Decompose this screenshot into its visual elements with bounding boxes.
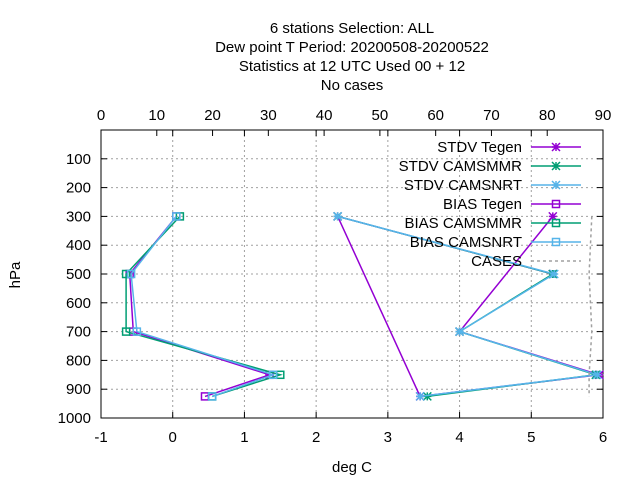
data-point-marker <box>415 391 425 401</box>
title-line-4: No cases <box>321 77 384 94</box>
title-line-2: Dew point T Period: 20200508-20200522 <box>215 39 489 56</box>
legend-label: STDV CAMSMMR <box>399 158 523 175</box>
y-tick-label: 1000 <box>58 410 91 427</box>
series-stdv-camsnrt <box>333 211 602 401</box>
x2-tick-label: 60 <box>427 107 444 124</box>
legend-label: STDV CAMSNRT <box>404 177 522 194</box>
data-point-marker <box>200 392 210 401</box>
title-line-1: 6 stations Selection: ALL <box>270 20 434 37</box>
title-line-3: Statistics at 12 UTC Used 00 + 12 <box>239 58 465 75</box>
y-tick-label: 300 <box>66 208 91 225</box>
x-tick-label: 5 <box>527 429 535 446</box>
y-tick-label: 400 <box>66 237 91 254</box>
legend-label: CASES <box>471 253 522 270</box>
legend-label: BIAS Tegen <box>443 196 522 213</box>
x2-tick-label: 50 <box>372 107 389 124</box>
data-point-marker <box>455 327 465 337</box>
data-point-marker <box>551 237 561 247</box>
x-tick-label: 3 <box>384 429 392 446</box>
y-tick-label: 600 <box>66 295 91 312</box>
legend-entry: STDV CAMSMMR <box>399 158 581 175</box>
legend-entry: CASES <box>471 253 581 270</box>
series-line <box>128 215 272 398</box>
y-tick-label: 800 <box>66 352 91 369</box>
series-bias-tegen <box>125 212 274 401</box>
y-tick-label: 900 <box>66 381 91 398</box>
x-axis-label: deg C <box>332 459 372 476</box>
y-tick-label: 700 <box>66 324 91 341</box>
x2-tick-label: 0 <box>97 107 105 124</box>
series-line <box>125 215 283 398</box>
y-axis-label: hPa <box>7 261 24 288</box>
data-point-marker <box>551 161 561 171</box>
series-line <box>130 215 276 398</box>
data-point-marker <box>121 269 131 279</box>
plot-area <box>121 211 604 401</box>
x2-tick-label: 30 <box>260 107 277 124</box>
data-point-marker <box>422 391 432 401</box>
x-tick-label: 6 <box>599 429 607 446</box>
x-tick-label: 0 <box>169 429 177 446</box>
x-tick-label: 2 <box>312 429 320 446</box>
x2-tick-label: 90 <box>595 107 612 124</box>
data-point-marker <box>551 218 561 228</box>
legend: STDV Tegen STDV CAMSMMR STDV CAMSNRT BIAS T… <box>399 139 581 270</box>
legend-entry: BIAS CAMSMMR <box>404 215 581 232</box>
x2-tick-label: 20 <box>204 107 221 124</box>
data-point-marker <box>207 392 217 401</box>
data-point-marker <box>126 269 136 279</box>
legend-entry: STDV CAMSNRT <box>404 177 581 194</box>
series-cases <box>588 216 593 397</box>
data-point-marker <box>172 212 181 221</box>
data-point-marker <box>132 327 142 336</box>
x2-tick-label: 10 <box>148 107 165 124</box>
legend-entry: BIAS CAMSNRT <box>410 234 581 251</box>
legend-label: STDV Tegen <box>437 139 522 156</box>
data-point-marker <box>549 269 559 279</box>
x2-tick-label: 80 <box>539 107 556 124</box>
legend-label: BIAS CAMSNRT <box>410 234 522 251</box>
y-tick-label: 100 <box>66 151 91 168</box>
x2-tick-label: 40 <box>316 107 333 124</box>
data-point-marker <box>121 327 131 336</box>
chart-title: 6 stations Selection: ALL Dew point T Pe… <box>215 20 489 94</box>
plot-frame <box>100 129 604 419</box>
x-tick-label: -1 <box>94 429 107 446</box>
x-tick-label: 1 <box>240 429 248 446</box>
legend-entry: STDV Tegen <box>437 139 581 156</box>
data-point-marker <box>268 370 278 380</box>
axes: -1 0 1 2 3 4 5 60 10 20 30 40 50 60 70 80 90100200300400… <box>58 107 612 446</box>
series-bias-camsnrt <box>126 212 278 401</box>
x-tick-label: 4 <box>455 429 463 446</box>
series-line <box>588 216 593 397</box>
grid <box>101 130 603 418</box>
y-tick-label: 200 <box>66 180 91 197</box>
data-point-marker <box>592 370 602 380</box>
y-tick-label: 500 <box>66 266 91 283</box>
data-point-marker <box>333 211 343 221</box>
data-point-marker <box>551 142 561 152</box>
x2-tick-label: 70 <box>483 107 500 124</box>
data-point-marker <box>551 180 561 190</box>
data-point-marker <box>548 211 558 221</box>
legend-entry: BIAS Tegen <box>443 196 581 213</box>
data-point-marker <box>551 199 561 209</box>
legend-label: BIAS CAMSMMR <box>404 215 522 232</box>
